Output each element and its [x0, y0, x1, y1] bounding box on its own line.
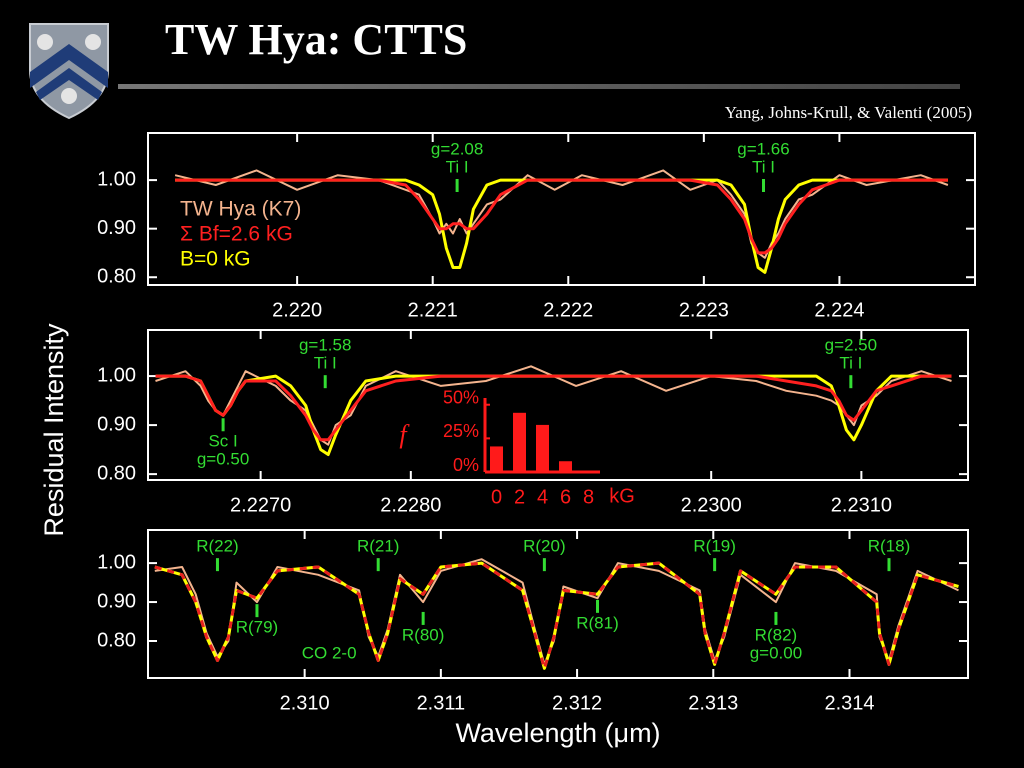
- y-axis-title: Residual Intensity: [39, 323, 69, 537]
- x-tick-label: 6: [560, 486, 571, 508]
- x-tick-label: 2.223: [679, 299, 729, 321]
- series-line: [175, 178, 948, 255]
- line-label: Ti I: [839, 354, 862, 373]
- y-axis-label: f: [399, 420, 410, 449]
- bar: [513, 412, 526, 472]
- x-tick-label: 2.314: [824, 692, 874, 714]
- line-label: R(80): [402, 625, 445, 644]
- line-label: g=1.66: [737, 139, 789, 158]
- line-label: R(20): [523, 537, 566, 556]
- line-label: g=0.50: [197, 450, 249, 469]
- series-line: [154, 561, 959, 670]
- x-tick-label: 2.310: [280, 692, 330, 714]
- x-tick-label: 2.2310: [831, 494, 892, 516]
- legend-entry: Σ Bf=2.6 kG: [180, 223, 293, 246]
- x-tick-label: 2.312: [552, 692, 602, 714]
- series-line: [155, 365, 952, 446]
- line-label: R(21): [357, 537, 400, 556]
- line-label: R(18): [868, 537, 911, 556]
- y-tick-label: 0.80: [97, 629, 136, 651]
- line-label: Ti I: [314, 354, 337, 373]
- y-tick-label: 1.00: [97, 551, 136, 573]
- x-tick-label: 2.222: [543, 299, 593, 321]
- x-tick-label: 2.2300: [681, 494, 742, 516]
- bar: [559, 461, 572, 472]
- line-label: R(81): [576, 613, 619, 632]
- y-tick-label: 25%: [443, 421, 479, 441]
- y-tick-label: 1.00: [97, 364, 136, 386]
- line-label: Sc I: [208, 432, 237, 451]
- x-tick-label: 2: [514, 486, 525, 508]
- line-label: R(19): [693, 537, 736, 556]
- y-tick-label: 0.90: [97, 413, 136, 435]
- x-tick-label: 2.220: [272, 299, 322, 321]
- plot-frame: [147, 529, 969, 679]
- x-axis-title: Wavelength (μm): [455, 718, 660, 748]
- y-tick-label: 0.80: [97, 266, 136, 288]
- plot-frame: [147, 329, 969, 481]
- citation: Yang, Johns-Krull, & Valenti (2005): [725, 103, 972, 122]
- x-tick-label: 2.311: [417, 692, 466, 714]
- bar: [536, 424, 549, 472]
- x-tick-label: 2.2280: [380, 494, 441, 516]
- x-tick-label: 2.313: [688, 692, 738, 714]
- line-label: g=2.50: [825, 336, 877, 355]
- line-label: Ti I: [446, 157, 469, 176]
- logo: [29, 23, 109, 120]
- note: CO 2-0: [302, 643, 357, 662]
- x-tick-label: 2.224: [814, 299, 864, 321]
- x-tick-label: 8: [583, 486, 594, 508]
- x-tick-label: 0: [491, 486, 502, 508]
- y-tick-label: 0.90: [97, 590, 136, 612]
- y-tick-label: 1.00: [97, 168, 136, 190]
- line-label: R(22): [196, 537, 239, 556]
- line-label: g=1.58: [299, 336, 351, 355]
- bar: [490, 446, 503, 472]
- line-label: R(82): [755, 625, 798, 644]
- series-line-dash: [154, 561, 959, 670]
- y-tick-label: 0%: [453, 455, 479, 475]
- line-label: g=0.00: [750, 643, 802, 662]
- line-label: R(79): [236, 618, 279, 637]
- y-tick-label: 50%: [443, 387, 479, 407]
- legend-entry: TW Hya (K7): [180, 198, 301, 221]
- title-rule: [118, 84, 960, 89]
- y-tick-label: 0.80: [97, 462, 136, 484]
- series-line: [155, 374, 952, 442]
- x-tick-label: 2.221: [408, 299, 458, 321]
- x-axis-label: kG: [609, 485, 635, 507]
- plot-frame: [147, 132, 976, 286]
- x-tick-label: 4: [537, 486, 548, 508]
- legend-entry: B=0 kG: [180, 248, 251, 271]
- x-tick-label: 2.2270: [230, 494, 291, 516]
- line-label: Ti I: [752, 157, 775, 176]
- line-label: g=2.08: [431, 139, 483, 158]
- slide-title: TW Hya: CTTS: [165, 15, 467, 64]
- series-line: [155, 374, 952, 456]
- y-tick-label: 0.90: [97, 217, 136, 239]
